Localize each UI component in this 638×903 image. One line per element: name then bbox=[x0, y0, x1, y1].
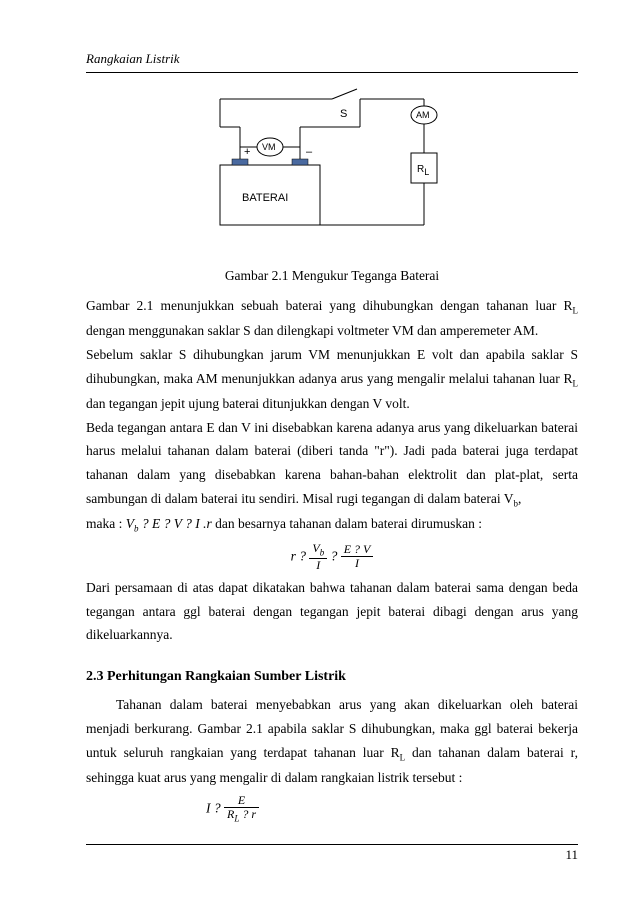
label-resistor: RL bbox=[417, 161, 429, 181]
page-number: 11 bbox=[565, 844, 578, 867]
figure-caption: Gambar 2.1 Mengukur Teganga Baterai bbox=[86, 264, 578, 288]
paragraph-3a: Beda tegangan antara E dan V ini disebab… bbox=[86, 416, 578, 512]
label-switch: S bbox=[340, 105, 347, 124]
label-voltmeter: VM bbox=[262, 140, 276, 156]
page-header: Rangkaian Listrik bbox=[86, 48, 578, 73]
paragraph-5: Tahanan dalam baterai menyebabkan arus y… bbox=[86, 693, 578, 789]
label-minus: – bbox=[306, 143, 312, 162]
footer-rule bbox=[86, 844, 578, 845]
label-plus: + bbox=[244, 143, 250, 162]
paragraph-4: Dari persamaan di atas dapat dikatakan b… bbox=[86, 576, 578, 647]
paragraph-2: Sebelum saklar S dihubungkan jarum VM me… bbox=[86, 343, 578, 416]
paragraph-3b: maka : Vb ? E ? V ? I .r dan besarnya ta… bbox=[86, 512, 578, 537]
section-heading: 2.3 Perhitungan Rangkaian Sumber Listrik bbox=[86, 665, 578, 690]
formula-i: I ? ERL ? r bbox=[86, 794, 578, 824]
label-battery: BATERAI bbox=[242, 189, 288, 208]
paragraph-1: Gambar 2.1 menunjukkan sebuah baterai ya… bbox=[86, 294, 578, 343]
circuit-diagram-container: S AM VM RL + – BATERAI bbox=[86, 87, 578, 255]
label-ammeter: AM bbox=[416, 108, 430, 124]
circuit-diagram: S AM VM RL + – BATERAI bbox=[202, 87, 462, 247]
formula-r: r ? VbI ? E ? VI bbox=[86, 542, 578, 572]
